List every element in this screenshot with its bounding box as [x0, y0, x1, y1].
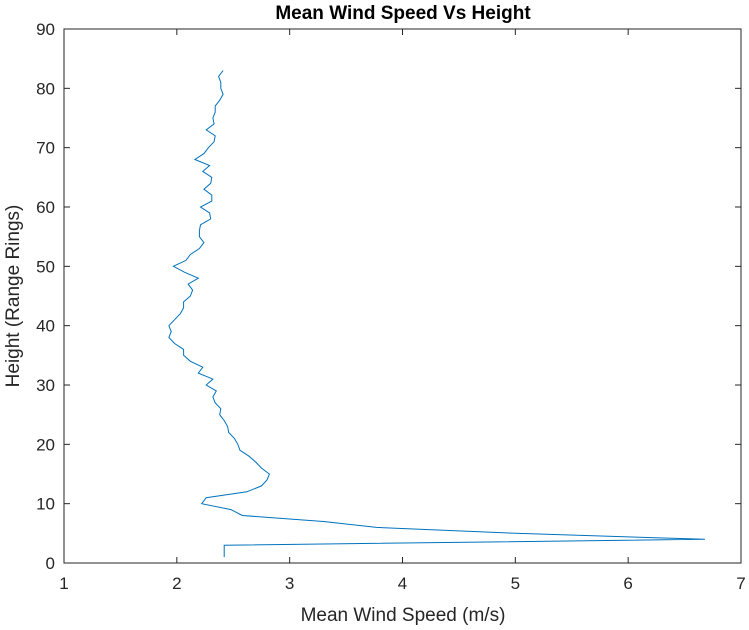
- x-axis-label: Mean Wind Speed (m/s): [301, 605, 506, 626]
- y-tick-label: 20: [36, 435, 55, 454]
- x-tick-labels: 1 2 3 4 5 6 7: [59, 574, 745, 593]
- y-ticks: [64, 28, 741, 564]
- y-tick-label: 50: [36, 257, 55, 276]
- x-tick-label: 2: [172, 574, 181, 593]
- x-tick-label: 3: [285, 574, 294, 593]
- chart-title: Mean Wind Speed Vs Height: [275, 3, 531, 24]
- y-tick-labels: 0 10 20 30 40 50 60 70 80 90: [36, 20, 55, 573]
- y-tick-label: 10: [36, 495, 55, 514]
- x-tick-label: 4: [398, 574, 407, 593]
- x-tick-label: 6: [623, 574, 632, 593]
- y-tick-label: 0: [46, 554, 55, 573]
- y-axis-label: Height (Range Rings): [3, 205, 24, 388]
- y-tick-label: 30: [36, 376, 55, 395]
- series-line: [168, 70, 705, 558]
- x-ticks: [63, 29, 742, 563]
- y-tick-label: 80: [36, 79, 55, 98]
- y-tick-label: 60: [36, 198, 55, 217]
- x-tick-label: 1: [59, 574, 68, 593]
- y-tick-label: 40: [36, 317, 55, 336]
- x-tick-label: 7: [736, 574, 745, 593]
- y-tick-label: 70: [36, 139, 55, 158]
- x-tick-label: 5: [511, 574, 520, 593]
- y-tick-label: 90: [36, 20, 55, 39]
- plot-area: [63, 28, 742, 564]
